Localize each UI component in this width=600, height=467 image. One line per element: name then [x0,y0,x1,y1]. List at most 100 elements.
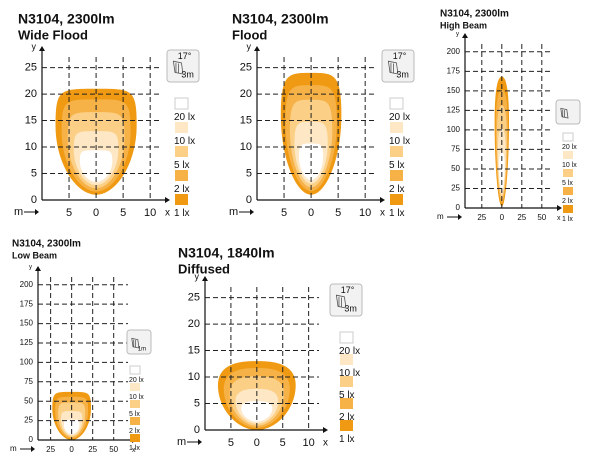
unit-arrow-head [250,209,254,215]
x-tick-label: 5 [66,207,72,219]
panel-title: N3104, 2300lm [232,11,329,27]
y-tick-label: 15 [188,344,200,356]
unit-arrow-head [198,439,202,445]
y-tick-label: 10 [240,141,252,153]
y-tick-label: 200 [447,47,461,56]
y-tick-label: 10 [188,371,200,383]
y-tick-label: 175 [447,66,461,75]
y-axis-label: y [247,41,252,51]
x-axis-label: x [323,438,328,449]
y-tick-label: 100 [20,357,34,366]
y-tick-label: 75 [451,145,460,154]
legend-swatch [563,169,573,177]
y-tick-label: 25 [240,61,252,73]
beam-contour [498,151,505,191]
legend-swatch [390,170,403,181]
legend-swatch [130,400,140,408]
y-axis-label: y [195,271,200,281]
legend-label: 1 lx [562,216,573,223]
y-tick-label: 25 [24,416,33,425]
legend-label: 20 lx [389,112,410,123]
y-tick-label: 75 [24,377,33,386]
legend-swatch [390,122,403,133]
lamp-sketch [335,294,347,309]
legend-swatch [339,331,354,344]
x-tick-label: 5 [280,437,286,449]
x-tick-label: 0 [254,437,260,449]
x-tick-label: 5 [281,207,287,219]
y-tick-label: 50 [24,396,33,405]
x-tick-label: 25 [46,445,55,454]
axis-arrow [165,197,170,203]
unit-arrow-head [35,209,39,215]
axis-arrow [202,276,208,281]
axis-arrow [380,197,385,203]
mount-height: 1m [138,346,146,352]
legend-swatch [129,365,141,375]
unit-label: m [229,206,238,218]
mount-height: 3m [344,303,357,313]
x-tick-label: 25 [477,213,486,222]
legend-swatch [563,187,573,195]
unit-label: m [437,212,444,221]
legend-swatch [175,170,188,181]
x-tick-label: 10 [303,437,315,449]
mount-icon [166,49,200,83]
y-tick-label: 20 [188,318,200,330]
x-tick-label: 10 [359,207,371,219]
legend-label: 2 lx [389,184,405,195]
y-axis-label: y [29,265,32,271]
unit-arrow-head [458,214,462,220]
legend-swatch [340,398,353,409]
x-tick-label: 25 [88,445,97,454]
x-tick-label: 10 [144,207,156,219]
x-tick-label: 0 [308,207,314,219]
unit-label: m [177,436,186,448]
axis-arrow [35,266,41,271]
mount-height: 3m [181,69,194,79]
panel-title: N3104, 2300lm [440,9,509,20]
y-tick-label: 15 [240,114,252,126]
legend-label: 10 lx [339,368,360,379]
panel-title: N3104, 1840lm [178,245,275,261]
x-axis-label: x [380,208,385,219]
legend-swatch [390,146,403,157]
legend-swatch [390,194,403,205]
y-tick-label: 50 [451,164,460,173]
legend-swatch [389,97,404,110]
x-tick-label: 5 [120,207,126,219]
axis-arrow [557,205,562,211]
legend-label: 10 lx [174,136,195,147]
lamp-sketch [131,337,140,349]
lamp-sketch [387,60,399,75]
x-tick-label: 5 [228,437,234,449]
legend-label: 20 lx [174,112,195,123]
legend-label: 1 lx [174,208,190,219]
panel-subtitle: Flood [232,27,267,42]
legend-label: 2 lx [174,184,190,195]
panel-subtitle: Diffused [178,261,230,276]
legend-swatch [340,420,353,431]
legend-swatch [563,205,573,213]
mount-icon [381,49,415,83]
legend-swatch [562,132,574,142]
legend-label: 1 lx [339,434,355,445]
y-tick-label: 5 [31,167,37,179]
y-tick-label: 125 [447,105,461,114]
y-tick-label: 0 [456,203,461,212]
legend-label: 2 lx [129,428,140,435]
legend-label: 10 lx [129,394,144,401]
mount-height: 3m [396,69,409,79]
y-tick-label: 25 [188,291,200,303]
y-tick-label: 0 [194,424,200,436]
legend-swatch [340,354,353,365]
legend-label: 5 lx [174,160,190,171]
y-tick-label: 20 [240,88,252,100]
x-axis-label: x [557,215,561,222]
axis-arrow [39,46,45,51]
legend-label: 1 lx [129,445,140,452]
